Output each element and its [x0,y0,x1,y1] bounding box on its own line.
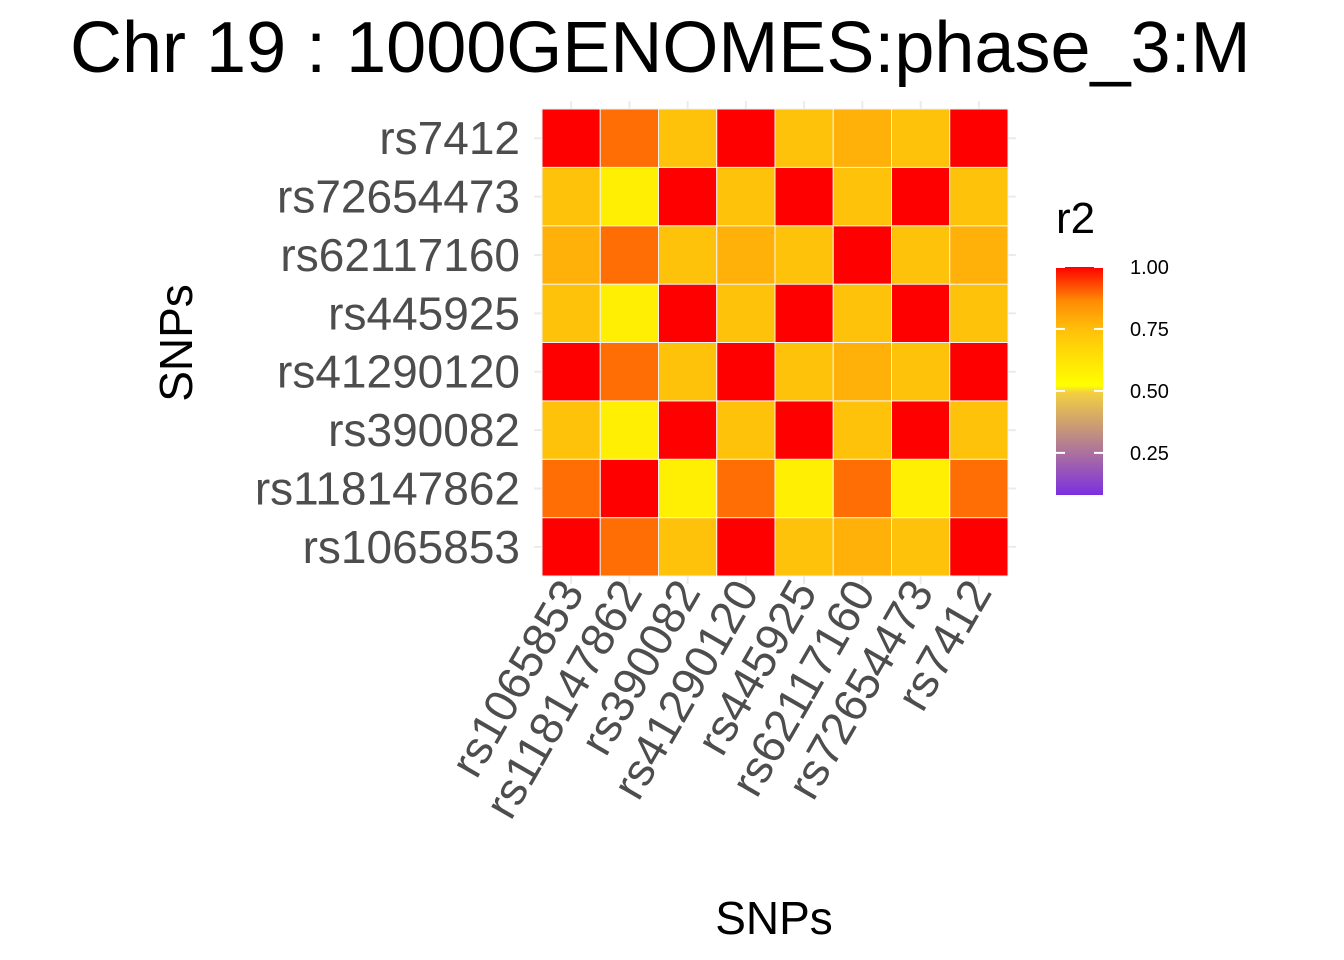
x-axis-ticks: rs1065853rs118147862rs390082rs41290120rs… [440,571,1001,827]
heatmap-cell [658,283,718,343]
heatmap-cell [716,283,776,343]
heatmap-cell [541,458,601,519]
heatmap-cell [832,166,892,227]
heatmap-cell [599,166,659,227]
heatmap-cell [541,166,601,227]
heatmap-cell [541,517,601,577]
heatmap-cell [949,108,1009,168]
heatmap-cell [774,225,834,285]
heatmap-cell [541,225,601,285]
heatmap-cell [832,400,892,460]
heatmap-cell [541,400,601,460]
y-tick-label: rs7412 [379,112,520,164]
heatmap-cell [832,108,892,168]
heatmap-cell [658,400,718,460]
heatmap-cell [716,400,776,460]
heatmap-cell [658,517,718,577]
y-tick-label: rs1065853 [303,521,520,573]
heatmap-cell [658,458,718,519]
heatmap-cell [774,166,834,227]
heatmap-cell [599,225,659,285]
y-axis-title: SNPs [150,284,202,402]
y-tick-label: rs62117160 [280,229,520,281]
heatmap-cell [774,342,834,402]
legend-tick-label: 0.25 [1130,443,1169,465]
heatmap-cell [949,283,1009,343]
heatmap-cell [774,108,834,168]
legend-title: r2 [1056,194,1095,243]
heatmap-cell [949,517,1009,577]
heatmap-cell [774,458,834,519]
heatmap-cell [599,342,659,402]
heatmap-cell [832,517,892,577]
heatmap-cell [599,458,659,519]
heatmap-cell [891,166,951,227]
heatmap-cell [658,108,718,168]
color-legend: r2 1.00 0.75 0.50 0.25 [1056,194,1169,495]
legend-tick-label: 1.00 [1130,257,1169,279]
y-tick-label: rs41290120 [277,346,520,398]
heatmap-cell [891,458,951,519]
heatmap-cell [774,400,834,460]
heatmap-cell [949,166,1009,227]
heatmap-cell [658,225,718,285]
heatmap-cell [541,342,601,402]
heatmap-cell [658,342,718,402]
heatmap-cell [949,225,1009,285]
heatmap-cell [891,225,951,285]
heatmap-cell [949,342,1009,402]
heatmap-cell [658,166,718,227]
legend-tick-label: 0.75 [1130,319,1169,341]
heatmap-cell [716,342,776,402]
heatmap-cell [891,108,951,168]
y-tick-label: rs390082 [328,404,520,456]
x-axis-title: SNPs [715,892,833,944]
heatmap-cell [541,283,601,343]
heatmap-cell [599,517,659,577]
heatmap-cell [949,458,1009,519]
heatmap-cell [891,283,951,343]
y-tick-label: rs72654473 [277,171,520,223]
y-axis-ticks: rs1065853 rs118147862 rs390082 rs41290120 rs… [255,112,520,573]
heatmap-cell [599,283,659,343]
heatmap-cell [716,108,776,168]
heatmap-cell [716,458,776,519]
heatmap-cells [541,108,1009,577]
heatmap-cell [891,400,951,460]
heatmap-cell [832,458,892,519]
y-tick-label: rs445925 [328,287,520,339]
legend-ticks: 1.00 0.75 0.50 0.25 [1056,257,1169,465]
y-tick-label: rs118147862 [255,462,520,514]
heatmap-cell [891,342,951,402]
heatmap-cell [832,225,892,285]
chart-title: Chr 19 : 1000GENOMES:phase_3:M [70,8,1251,88]
heatmap-cell [949,400,1009,460]
legend-color-bar [1056,267,1103,495]
heatmap-cell [599,108,659,168]
heatmap-cell [716,225,776,285]
heatmap-cell [716,166,776,227]
heatmap-cell [891,517,951,577]
heatmap-cell [599,400,659,460]
heatmap-cell [541,108,601,168]
heatmap-cell [774,517,834,577]
heatmap-cell [716,517,776,577]
heatmap-cell [832,283,892,343]
legend-tick-label: 0.50 [1130,381,1169,403]
heatmap-cell [774,283,834,343]
heatmap-cell [832,342,892,402]
